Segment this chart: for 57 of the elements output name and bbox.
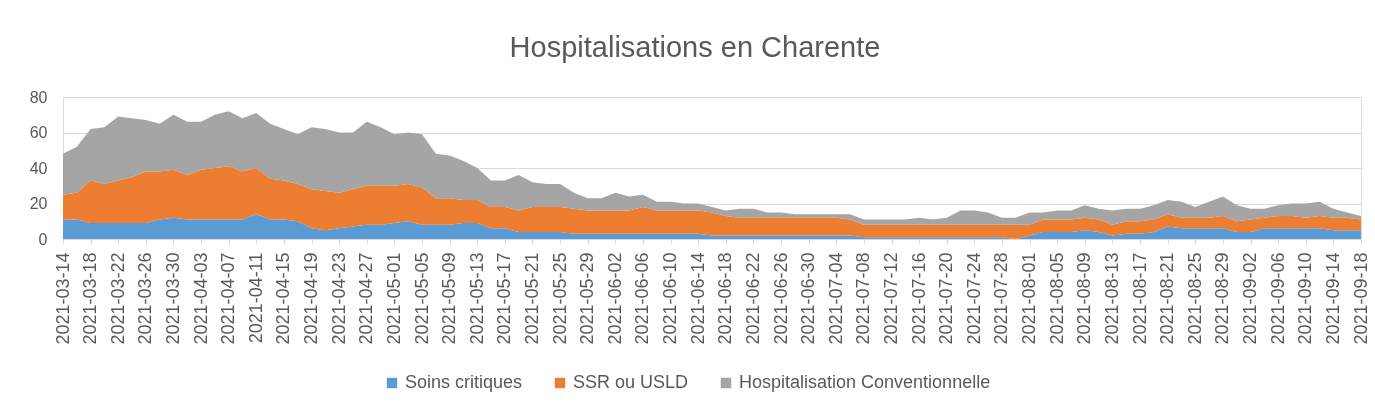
x-tick-label: 2021-05-13 [466,252,487,345]
x-tick-label: 2021-06-06 [632,252,653,345]
x-tick-label: 2021-06-18 [715,252,736,345]
x-tick-label: 2021-06-26 [770,252,791,345]
x-tick-label: 2021-04-19 [301,252,322,345]
x-tick-label: 2021-05-29 [577,252,598,345]
x-tick-label: 2021-04-11 [245,252,266,344]
x-tick-label: 2021-03-14 [52,252,73,345]
x-tick-label: 2021-03-30 [162,252,183,345]
x-tick-label: 2021-06-10 [660,252,681,345]
x-tick-label: 2021-07-16 [908,252,929,345]
x-tick-label: 2021-09-18 [1350,252,1371,345]
x-tick-label: 2021-06-30 [798,252,819,345]
x-tick-label: 2021-09-06 [1267,252,1288,345]
x-tick-label: 2021-03-26 [135,252,156,345]
x-tick-label: 2021-06-22 [742,252,763,345]
x-tick-label: 2021-07-20 [936,252,957,345]
x-tick-label: 2021-04-15 [273,252,294,345]
x-tick-label: 2021-08-09 [1074,252,1095,345]
x-tick-label: 2021-05-05 [411,252,432,345]
x-tick-label: 2021-04-07 [218,252,239,345]
x-tick-label: 2021-09-10 [1295,252,1316,345]
x-tick-label: 2021-07-28 [991,252,1012,345]
x-tick-label: 2021-08-17 [1129,252,1150,345]
x-tick-label: 2021-07-24 [963,252,984,345]
legend-label: SSR ou USLD [573,372,689,392]
x-tick-label: 2021-09-14 [1322,252,1343,345]
x-tick-label: 2021-08-05 [1046,252,1067,345]
x-tick-label: 2021-04-23 [328,252,349,345]
x-tick-label: 2021-04-03 [190,252,211,345]
x-tick-label: 2021-08-13 [1101,252,1122,345]
x-tick-label: 2021-03-22 [107,252,128,345]
y-tick-label: 60 [29,124,48,141]
x-tick-label: 2021-09-02 [1240,252,1261,345]
x-tick-label: 2021-08-01 [1019,252,1040,345]
x-tick-label: 2021-08-21 [1157,252,1178,345]
x-tick-label: 2021-05-25 [549,252,570,345]
x-tick-label: 2021-08-25 [1184,252,1205,345]
x-tick-label: 2021-07-08 [853,252,874,345]
x-tick-label: 2021-08-29 [1212,252,1233,345]
y-tick-label: 20 [29,195,48,212]
x-tick-label: 2021-05-21 [521,252,542,345]
y-tick-label: 40 [29,159,48,177]
x-tick-label: 2021-04-27 [356,252,377,345]
y-tick-label: 80 [29,88,48,106]
legend-label: Hospitalisation Conventionnelle [739,372,991,392]
legend-label: Soins critiques [405,372,523,392]
x-tick-label: 2021-05-01 [383,252,404,345]
x-tick-label: 2021-07-04 [825,252,846,345]
y-tick-label: 0 [38,230,48,248]
x-tick-label: 2021-05-09 [439,252,460,345]
x-tick-label: 2021-07-12 [881,252,902,345]
x-tick-label: 2021-06-14 [687,252,708,345]
x-tick-label: 2021-03-18 [80,252,101,345]
x-tick-label: 2021-06-02 [604,252,625,345]
chart-title: Hospitalisations en Charente [509,31,881,63]
x-tick-label: 2021-05-17 [494,252,515,345]
